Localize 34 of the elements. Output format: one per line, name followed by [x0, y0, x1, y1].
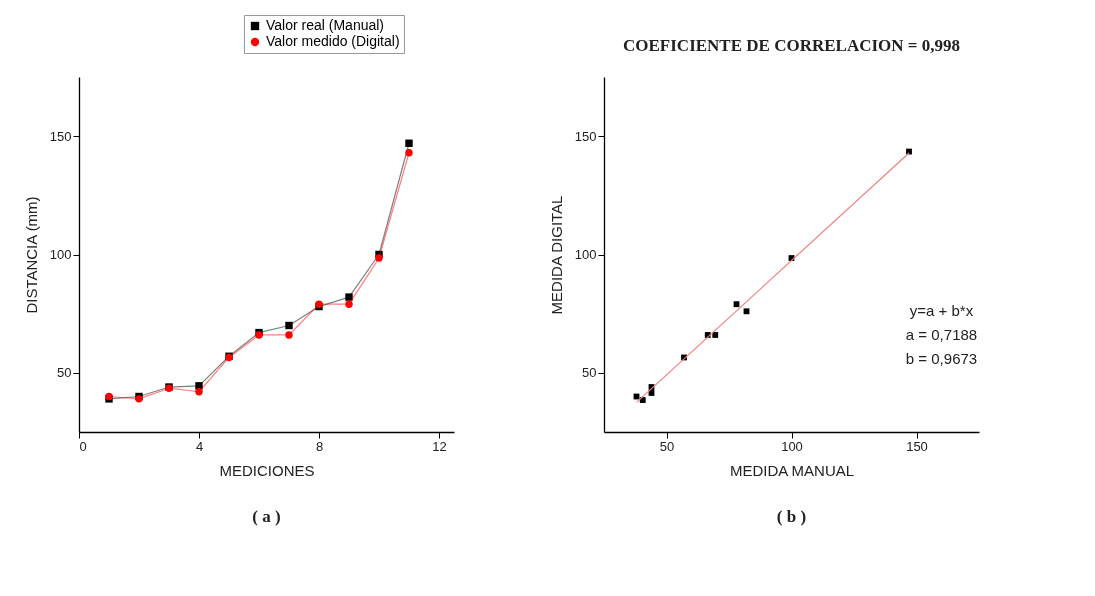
point [345, 293, 353, 301]
y-tick-label: 100 [574, 247, 597, 262]
point [285, 331, 293, 339]
chart-title: COEFICIENTE DE CORRELACION = 0,998 [623, 36, 960, 55]
x-tick-label: 12 [432, 438, 447, 454]
legend-label: Valor medido (Digital) [266, 33, 400, 49]
text: ( a ) [252, 507, 281, 526]
annotation: y=a + b*x [909, 302, 974, 320]
point [195, 388, 203, 396]
point [285, 321, 293, 330]
x-tick-label: 8 [315, 438, 324, 454]
text: ( b ) [776, 507, 807, 526]
point [345, 300, 353, 308]
legend-label: Valor real (Manual) [266, 17, 385, 33]
y-tick-label: 100 [49, 247, 72, 262]
y-tick-label: 150 [49, 128, 72, 144]
x-axis-title: MEDIDA MANUAL [729, 461, 855, 479]
y-tick-label: 50 [57, 365, 72, 381]
x-tick-label: 4 [195, 438, 204, 454]
annotation: b = 0,9673 [905, 350, 978, 368]
x-tick-label: 100 [781, 438, 803, 454]
annotation: a = 0,7188 [905, 326, 978, 344]
point [405, 139, 413, 147]
y-axis-title: MEDIDA DIGITAL [547, 195, 565, 315]
y-tick-label: 50 [582, 365, 597, 381]
x-tick-label: 150 [906, 438, 928, 454]
point [405, 149, 413, 157]
x-tick-label: 0 [79, 438, 87, 454]
x-axis-title: MEDICIONES [219, 461, 315, 479]
point [712, 332, 719, 338]
y-axis-title: DISTANCIA (mm) [22, 196, 40, 314]
y-tick-label: 150 [574, 128, 597, 144]
x-tick-label: 50 [659, 438, 675, 454]
point [375, 254, 383, 262]
